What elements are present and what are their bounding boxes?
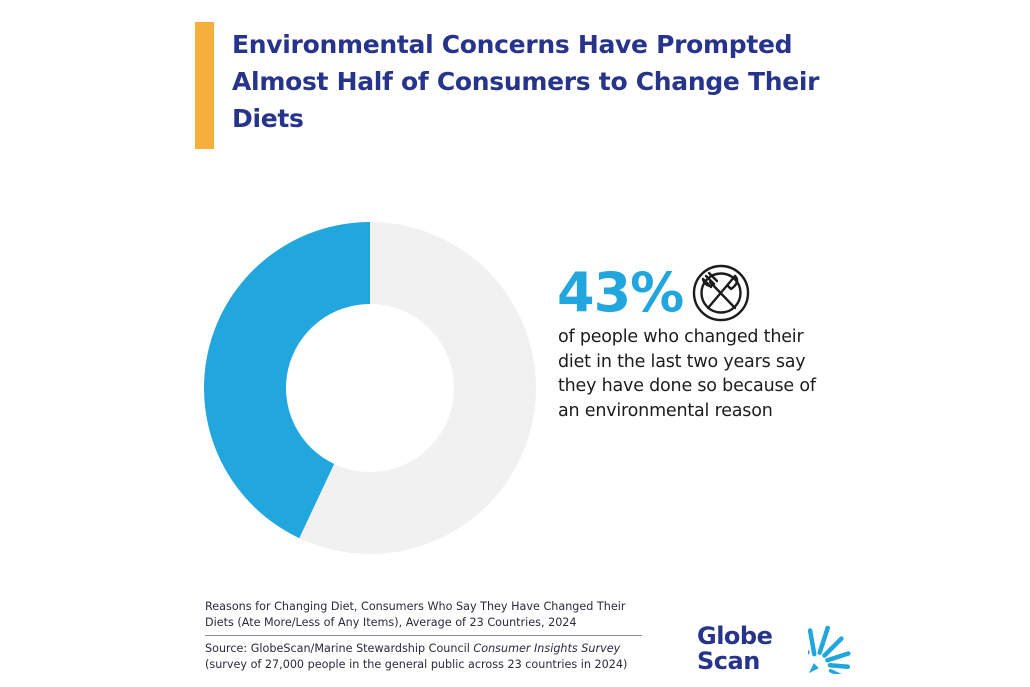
source-prefix: Source: GlobeScan/Marine Stewardship Cou…	[205, 642, 474, 655]
burst-ray-6	[828, 669, 842, 674]
stat-description: of people who changed their diet in the …	[558, 327, 816, 421]
plate-fork-knife-icon	[693, 264, 750, 322]
burst-ray-3	[825, 651, 851, 663]
burst-arrow	[808, 663, 819, 674]
chart-caption: Reasons for Changing Diet, Consumers Who…	[205, 599, 645, 672]
source-line: Source: GlobeScan/Marine Stewardship Cou…	[205, 641, 645, 657]
accent-bar	[195, 22, 214, 149]
source-note: (survey of 27,000 people in the general …	[205, 657, 628, 671]
stat-percentage: 43%	[557, 261, 684, 324]
burst-ray-1	[817, 625, 830, 655]
globescan-burst-icon	[808, 625, 851, 674]
stat-row: 43%	[557, 258, 751, 328]
donut-chart	[203, 222, 536, 554]
donut-slice-remainder	[299, 222, 536, 554]
caption-text: Reasons for Changing Diet, Consumers Who…	[205, 600, 626, 629]
source-survey-title: Consumer Insights Survey	[473, 642, 621, 655]
chart-title: Environmental Concerns Have Prompted Alm…	[232, 30, 820, 133]
globescan-logo: Globe Scan	[697, 622, 857, 678]
logo-word-scan: Scan	[697, 647, 760, 675]
logo-word-globe: Globe	[697, 622, 773, 650]
burst-ray-4	[827, 662, 851, 670]
donut-slice-highlight	[203, 222, 370, 539]
burst-ray-2	[822, 636, 844, 658]
burst-ray-0	[808, 628, 817, 657]
caption-divider	[205, 635, 642, 636]
